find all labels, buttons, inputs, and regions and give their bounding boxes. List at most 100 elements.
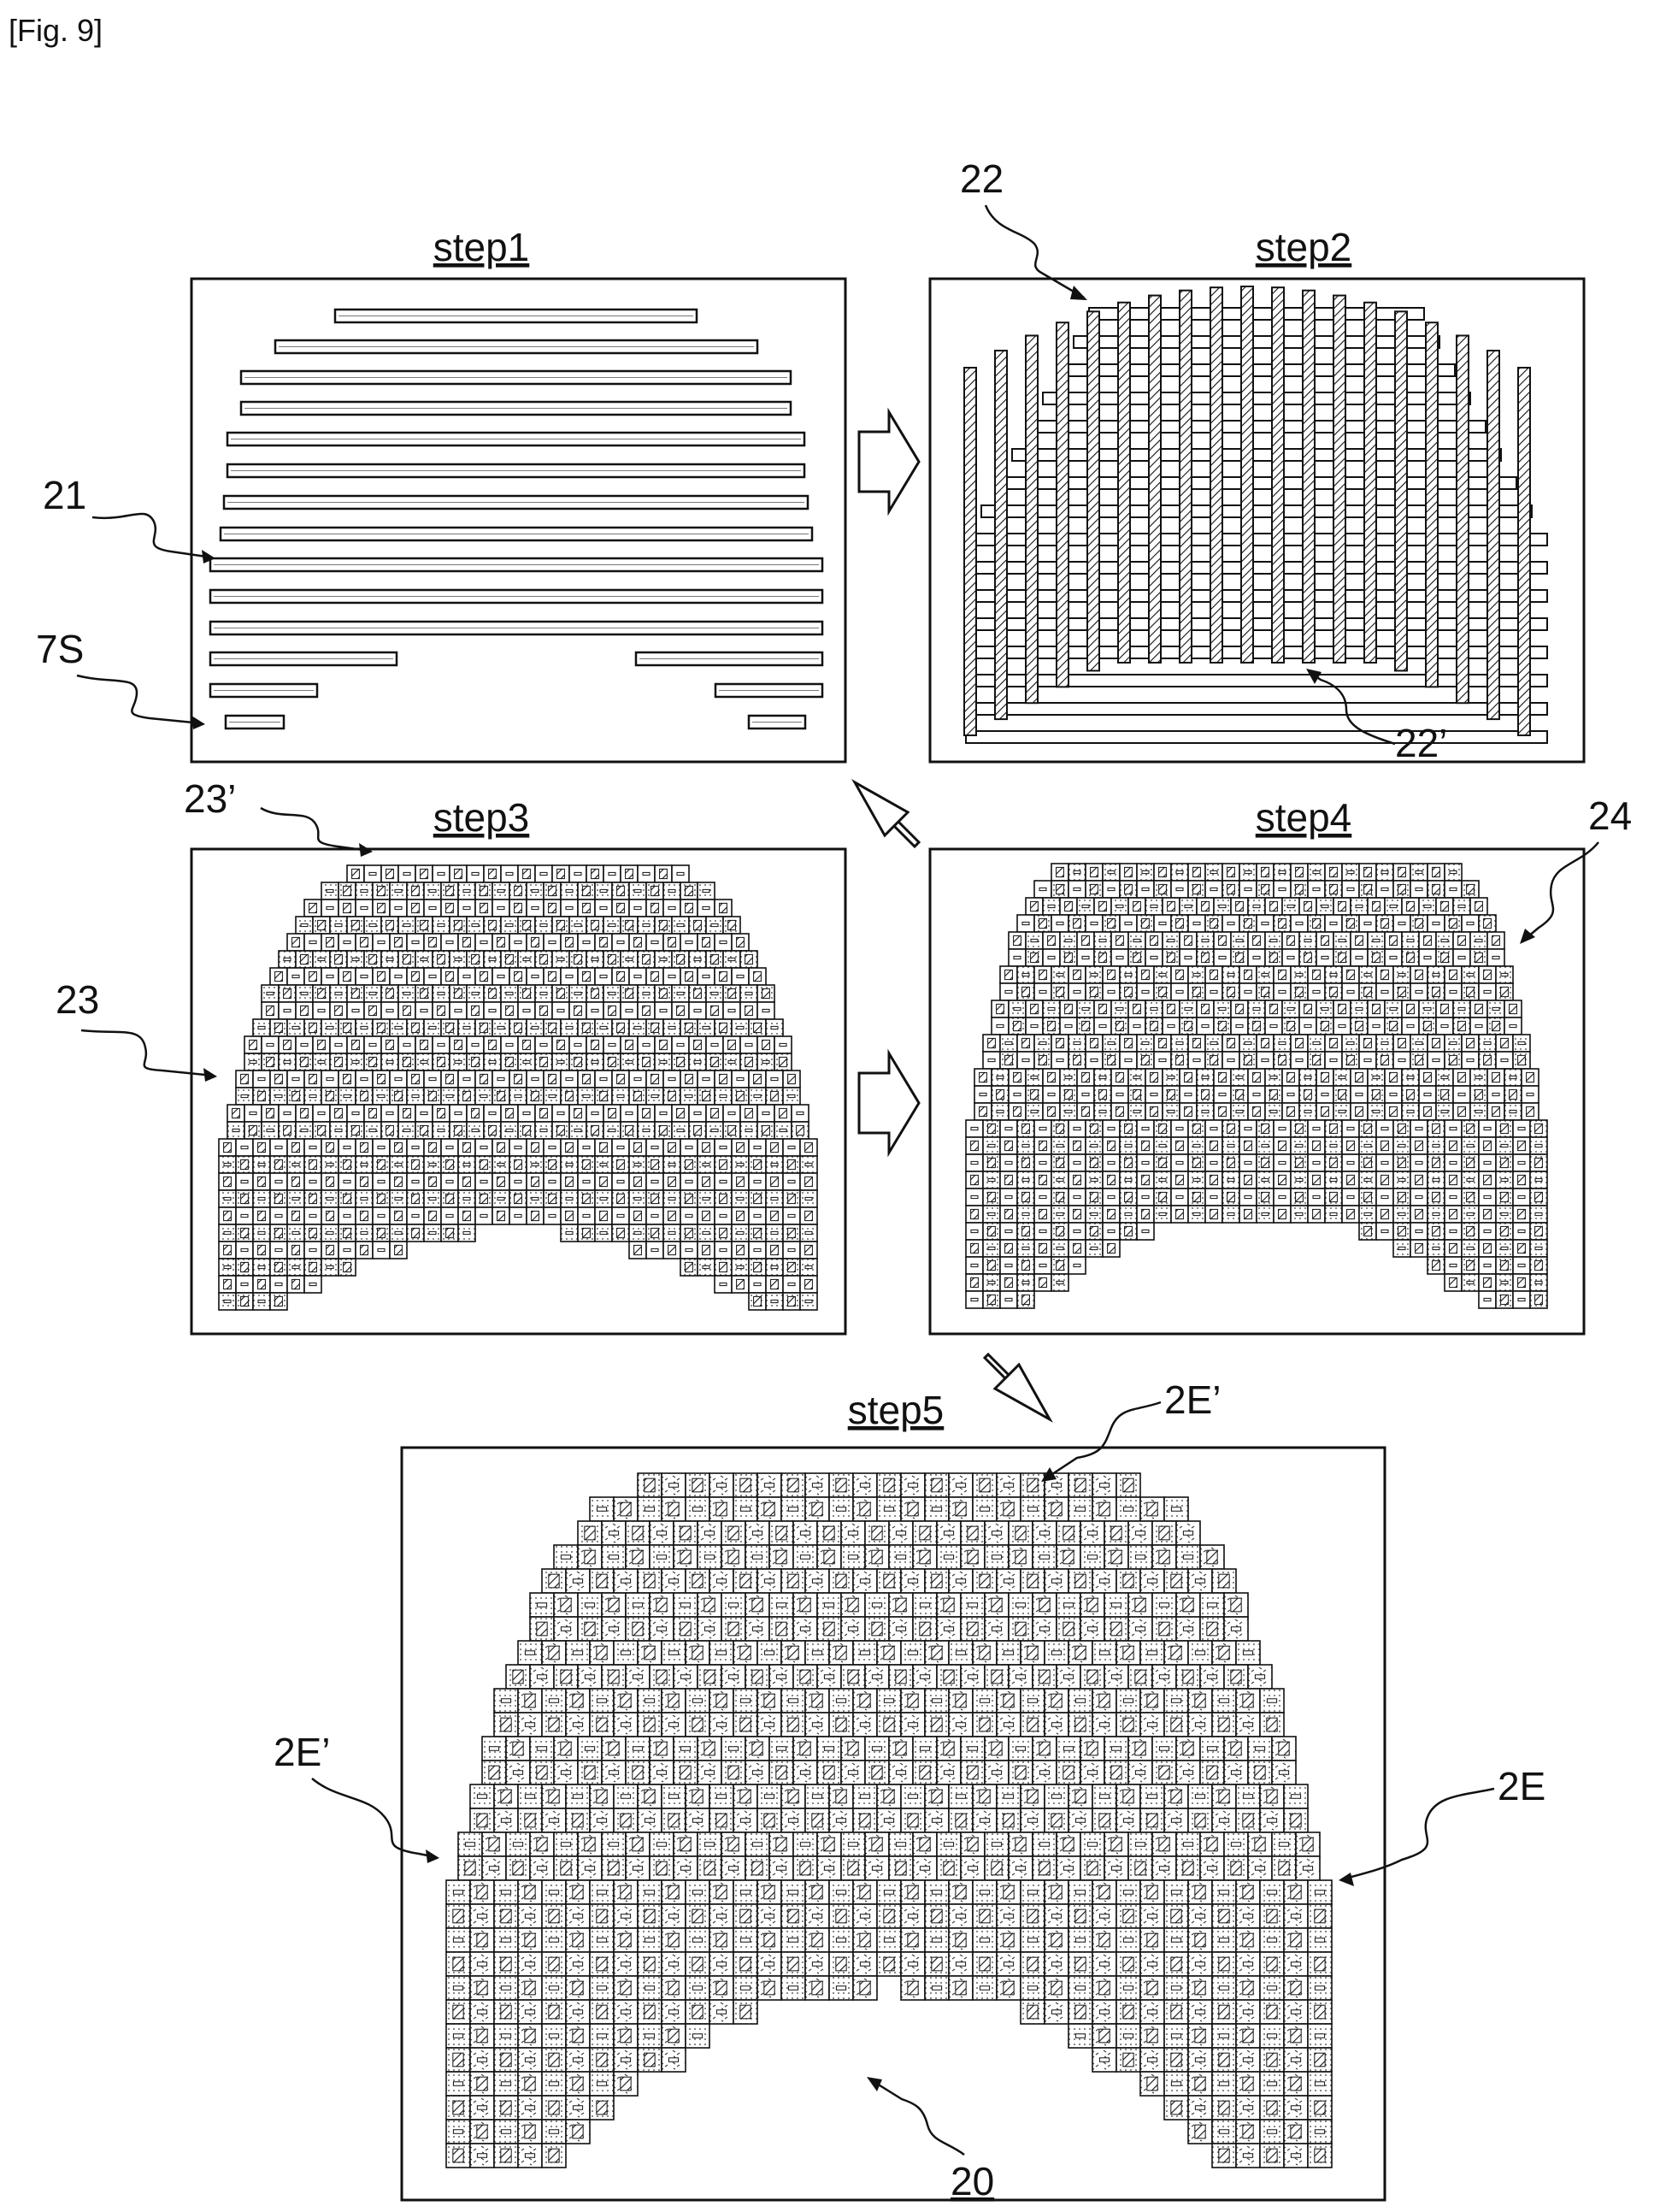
step4-hatched-patch: [1253, 935, 1261, 945]
step4-slot: [1270, 939, 1277, 941]
step3-slot: [224, 1231, 231, 1234]
step3-slot: [703, 1265, 709, 1268]
step5-hatched-patch: [1315, 1909, 1325, 1923]
step4-slot: [1356, 956, 1363, 959]
step3-slot: [771, 1163, 778, 1165]
step4-slot: [1381, 1127, 1388, 1130]
step4-slot: [1039, 990, 1046, 993]
step3-slot: [651, 1146, 658, 1148]
step3-slot: [352, 1060, 359, 1063]
step4-slot: [1330, 973, 1337, 976]
step3-slot: [745, 992, 752, 994]
step3-slot: [600, 1026, 607, 1029]
step4-slot: [1296, 973, 1303, 976]
step4-slot: [1433, 1144, 1439, 1147]
step3-hatched-patch: [378, 903, 386, 912]
step3-hatched-patch: [737, 1177, 745, 1186]
step3-hatched-patch: [224, 1279, 232, 1289]
step3-hatched-patch: [292, 937, 300, 947]
step3-hatched-patch: [557, 920, 565, 929]
step4-slot: [1108, 1195, 1115, 1198]
step3-slot: [720, 1180, 727, 1183]
step3-hatched-patch: [703, 1211, 710, 1220]
step5-slot: [1207, 1603, 1216, 1607]
step5-slot: [1303, 1867, 1312, 1870]
step3-hatched-patch: [421, 920, 428, 929]
step5-slot: [1231, 1771, 1240, 1774]
step5-slot: [525, 1651, 534, 1655]
step4-slot: [1467, 1178, 1474, 1181]
step4-hatched-patch: [1322, 935, 1329, 945]
step3-hatched-patch: [361, 937, 368, 947]
flow-arrow-right-1: [859, 412, 919, 511]
step4-hatched-patch: [1398, 867, 1406, 876]
step4-hatched-patch: [1082, 1021, 1090, 1030]
step5-slot: [645, 1938, 654, 1942]
step5-hatched-patch: [1255, 1837, 1265, 1851]
step4-slot: [1022, 1212, 1029, 1215]
step4-slot: [1048, 905, 1055, 907]
step5-hatched-patch: [1123, 1646, 1133, 1660]
step5-slot: [920, 1867, 929, 1870]
step3-slot: [771, 1077, 778, 1080]
step4-hatched-patch: [1262, 1192, 1269, 1201]
step5-hatched-patch: [597, 2005, 607, 2019]
step5-hatched-patch: [645, 1478, 655, 1492]
step5-hatched-patch: [1231, 1598, 1241, 1612]
step4-slot: [1364, 922, 1371, 924]
step4-slot: [1416, 888, 1422, 890]
step5-slot: [704, 1531, 714, 1535]
step5-slot: [1195, 1914, 1204, 1918]
step3-hatched-patch: [617, 971, 625, 981]
step4-hatched-patch: [1381, 1209, 1389, 1218]
step3-slot: [540, 872, 547, 875]
step3-slot: [728, 1060, 735, 1063]
step4-slot: [997, 1024, 1004, 1027]
step5-hatched-patch: [585, 1766, 595, 1779]
step5-slot: [1219, 1819, 1228, 1822]
step5-hatched-patch: [968, 1766, 978, 1779]
step3-slot: [224, 1300, 231, 1302]
step3-hatched-patch: [728, 1040, 736, 1049]
step5-hatched-patch: [525, 1694, 535, 1708]
step3-slot: [643, 992, 650, 994]
step5-hatched-patch: [1015, 1622, 1026, 1636]
step4-hatched-patch: [1330, 884, 1338, 894]
step4-slot: [1475, 939, 1482, 941]
step4-hatched-patch: [1151, 1106, 1158, 1116]
step5-slot: [860, 1795, 869, 1798]
step3-slot: [668, 889, 675, 892]
step4-slot: [1219, 1007, 1226, 1010]
step3-slot: [506, 872, 513, 875]
step2-vertical-strip: [1180, 291, 1192, 663]
step5-slot: [812, 1914, 821, 1918]
step5-slot: [549, 1938, 558, 1942]
step3-hatched-patch: [728, 988, 736, 998]
step4-hatched-patch: [1313, 1209, 1321, 1218]
step5-slot: [896, 1555, 905, 1559]
step5-slot: [1147, 1579, 1157, 1583]
step3-slot: [634, 1231, 641, 1234]
step3-hatched-patch: [686, 971, 693, 981]
step3-slot: [617, 1180, 624, 1183]
step4-hatched-patch: [1074, 1175, 1081, 1184]
step4-slot: [1185, 1093, 1192, 1095]
step3-hatched-patch: [446, 1159, 454, 1169]
step3-hatched-patch: [583, 971, 591, 981]
step5-hatched-patch: [477, 2125, 487, 2138]
step3-hatched-patch: [626, 1040, 633, 1049]
step4-hatched-patch: [1057, 884, 1064, 894]
step5-hatched-patch: [1291, 1885, 1301, 1899]
step5-slot: [1135, 1843, 1145, 1846]
step3-slot: [497, 889, 504, 892]
step4-slot: [1048, 1093, 1055, 1095]
step3-slot: [378, 1214, 385, 1217]
step3-slot: [429, 889, 436, 892]
step5-slot: [908, 1795, 917, 1798]
step4-hatched-patch: [1057, 1192, 1064, 1201]
step5-slot: [501, 1986, 510, 1990]
step5-hatched-patch: [573, 1933, 583, 1947]
step5-slot: [764, 1723, 774, 1726]
step3-slot: [703, 906, 709, 909]
step4-hatched-patch: [1407, 1089, 1415, 1099]
